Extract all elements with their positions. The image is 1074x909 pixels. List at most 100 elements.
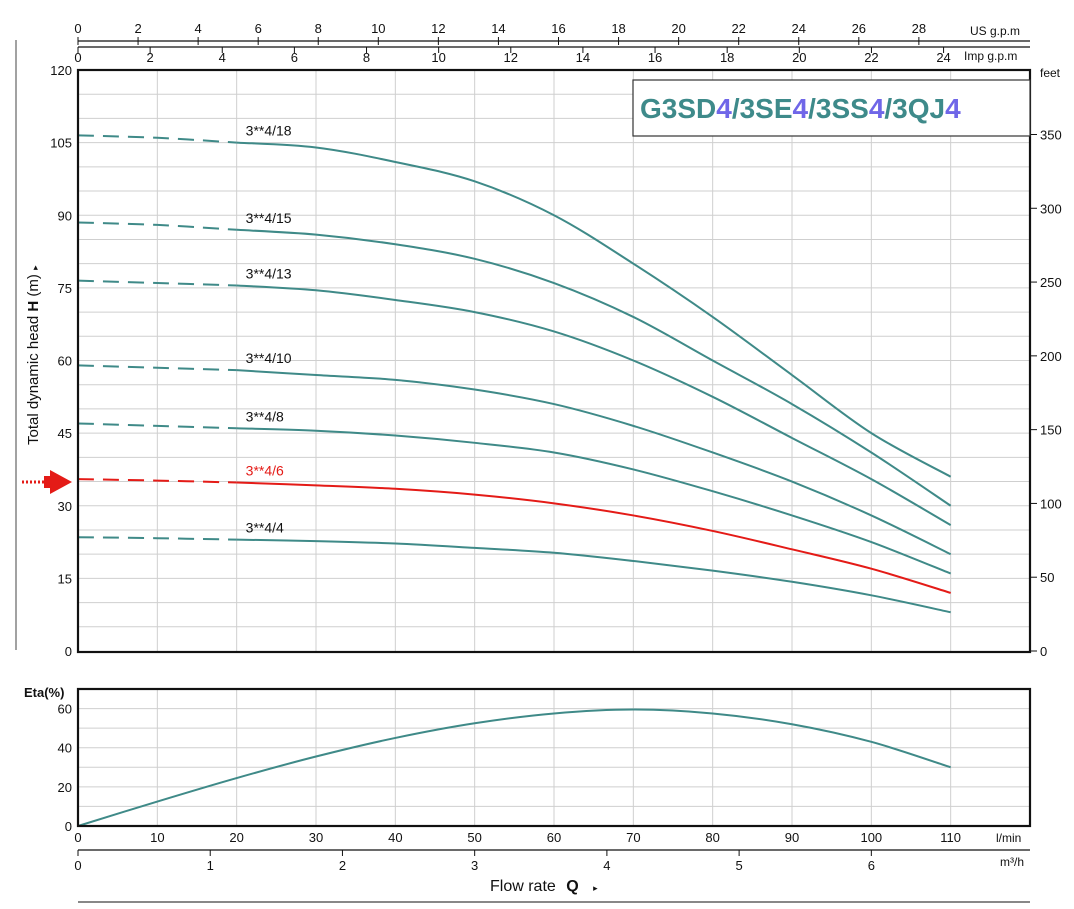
us-gpm-tick-label: 28 [912, 21, 926, 36]
m3h-tick-label: 4 [603, 858, 610, 873]
x-axis-title-symbol: Q [566, 878, 578, 895]
title-part-7: /3QJ [884, 93, 945, 124]
head-tick-label: 75 [58, 281, 72, 296]
series-2-label: 3**4/15 [246, 210, 292, 226]
eta-axis-label: Eta(%) [24, 685, 64, 700]
m3h-tick-label: 6 [868, 858, 875, 873]
imp-gpm-tick-label: 16 [648, 50, 662, 65]
feet-tick-label: 250 [1040, 275, 1062, 290]
feet-y-axis: 0 50 100 150 200 250 300 350 [1030, 127, 1062, 659]
series-1-dashed-line [77, 134, 237, 144]
us-gpm-tick-label: 20 [671, 21, 685, 36]
head-axis-title-symbol: H [25, 301, 42, 312]
title-part-1: G3SD [640, 93, 716, 124]
us-gpm-tick-label: 24 [792, 21, 806, 36]
m3h-tick-label: 0 [74, 858, 81, 873]
us-gpm-tick-label: 2 [134, 21, 141, 36]
head-axis-title-text: Total dynamic head [25, 316, 42, 445]
us-gpm-tick-label: 8 [315, 21, 322, 36]
series-4-label: 3**4/10 [246, 350, 292, 366]
feet-axis-label: feet [1040, 66, 1061, 80]
us-gpm-tick-label: 16 [551, 21, 565, 36]
m3h-axis: 0 1 2 3 4 5 6 [74, 850, 875, 873]
imp-gpm-tick-label: 6 [291, 50, 298, 65]
series-2-line [236, 228, 952, 507]
series-1-label: 3**4/18 [246, 123, 292, 139]
head-tick-label: 30 [58, 499, 72, 514]
head-curves: 3**4/18 3**4/15 3**4/13 3**4/10 3**4/8 3**4/6… [77, 123, 952, 614]
title-part-8: 4 [945, 93, 961, 124]
m3h-tick-label: 1 [207, 858, 214, 873]
lmin-tick-label: 80 [705, 830, 719, 845]
us-gpm-tick-label: 12 [431, 21, 445, 36]
eta-tick-label: 40 [58, 741, 72, 756]
lmin-tick-label: 90 [785, 830, 799, 845]
imp-gpm-tick-label: 22 [864, 50, 878, 65]
head-axis-title-unit: (m) [25, 274, 42, 297]
head-axis-title: Total dynamic head H (m) ▸ [25, 265, 42, 445]
m3h-tick-label: 3 [471, 858, 478, 873]
series-1-line [236, 141, 952, 478]
lmin-tick-label: 30 [309, 830, 323, 845]
title-part-4: 4 [793, 93, 809, 124]
x-axis-title-text: Flow rate [490, 878, 556, 895]
head-tick-label: 0 [65, 644, 72, 659]
eta-tick-label: 20 [58, 780, 72, 795]
feet-tick-label: 0 [1040, 644, 1047, 659]
us-gpm-tick-label: 22 [731, 21, 745, 36]
head-tick-label: 105 [50, 136, 72, 151]
series-6-line [236, 481, 951, 594]
eta-grid [78, 689, 1030, 826]
us-gpm-axis: 0 2 4 6 8 10 12 14 16 18 20 22 24 26 28 [74, 21, 926, 45]
title-part-3: /3SE [732, 93, 793, 124]
series-3-line [236, 284, 952, 526]
eta-line [77, 708, 951, 827]
series-7-label: 3**4/4 [246, 520, 284, 536]
us-gpm-tick-label: 0 [74, 21, 81, 36]
m3h-tick-label: 2 [339, 858, 346, 873]
m3h-axis-label: m³/h [1000, 855, 1024, 869]
x-axis-title: Flow rate Q ▸ [490, 878, 598, 895]
series-7-line [236, 538, 951, 614]
series-5-line [236, 427, 952, 575]
imp-gpm-tick-label: 0 [74, 50, 81, 65]
us-gpm-tick-label: 14 [491, 21, 505, 36]
series-2-dashed-line [77, 221, 237, 231]
series-4-line [236, 369, 952, 556]
series-5-label: 3**4/8 [246, 408, 284, 424]
imp-gpm-tick-label: 12 [504, 50, 518, 65]
series-7-dashed-line [77, 536, 237, 541]
us-gpm-tick-label: 26 [852, 21, 866, 36]
eta-curves [77, 708, 951, 827]
lmin-axis: 0 10 20 30 40 50 60 70 80 90 100 110 [74, 830, 961, 845]
series-3-dashed-line [77, 279, 237, 287]
lmin-tick-label: 10 [150, 830, 164, 845]
head-tick-label: 15 [58, 571, 72, 586]
head-tick-label: 90 [58, 208, 72, 223]
head-plot-frame [76, 68, 1032, 654]
imp-gpm-tick-label: 24 [936, 50, 950, 65]
us-gpm-tick-label: 18 [611, 21, 625, 36]
series-5-dashed-line [77, 422, 237, 430]
series-6-dashed-line [77, 478, 237, 484]
head-tick-label: 120 [50, 63, 72, 78]
lmin-tick-label: 0 [74, 830, 81, 845]
title-box [632, 79, 1031, 137]
m3h-tick-label: 5 [735, 858, 742, 873]
imp-gpm-tick-label: 2 [147, 50, 154, 65]
eta-y-axis: 0 20 40 60 [58, 702, 72, 834]
x-axis-title-arrow: ▸ [593, 883, 598, 893]
head-grid [78, 70, 1030, 651]
us-gpm-tick-label: 10 [371, 21, 385, 36]
series-4-dashed-line [77, 364, 237, 372]
head-tick-label: 45 [58, 426, 72, 441]
feet-tick-label: 200 [1040, 349, 1062, 364]
feet-tick-label: 300 [1040, 201, 1062, 216]
head-axis-title-arrow: ▸ [30, 265, 40, 270]
feet-tick-label: 50 [1040, 570, 1054, 585]
lmin-tick-label: 60 [547, 830, 561, 845]
us-gpm-axis-label: US g.p.m [970, 24, 1020, 38]
imp-gpm-axis-label: Imp g.p.m [964, 49, 1017, 63]
imp-gpm-tick-label: 14 [576, 50, 590, 65]
